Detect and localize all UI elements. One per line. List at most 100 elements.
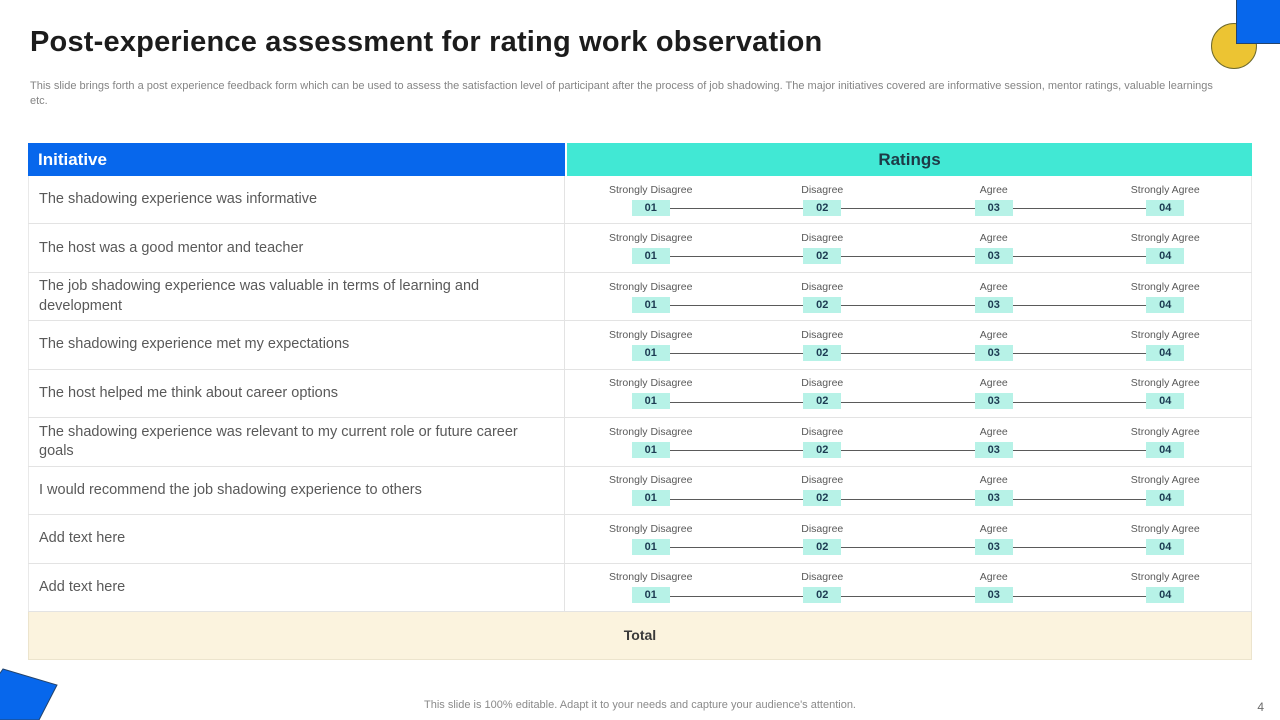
rating-option-label: Agree bbox=[979, 571, 1008, 584]
total-row: Total bbox=[28, 611, 1252, 660]
ratings-cell: Strongly Disagree 01 Disagree 02 Agree 0… bbox=[565, 418, 1252, 466]
rating-option-disagree: Disagree 02 bbox=[737, 176, 909, 223]
initiative-text: The shadowing experience was relevant to… bbox=[39, 423, 518, 459]
initiative-cell: Add text here bbox=[28, 515, 565, 563]
rating-option-strongly-disagree: Strongly Disagree 01 bbox=[565, 467, 737, 514]
rating-option-label: Strongly Disagree bbox=[609, 571, 693, 584]
table-body: The shadowing experience was informative… bbox=[28, 176, 1252, 612]
rating-option-value-badge: 02 bbox=[803, 393, 842, 410]
rating-option-value-badge: 01 bbox=[631, 587, 670, 604]
rating-option-value-badge: 01 bbox=[631, 345, 670, 362]
rating-option-value-badge: 03 bbox=[974, 393, 1013, 410]
table-row: The host was a good mentor and teacher S… bbox=[28, 224, 1252, 273]
table-row: The job shadowing experience was valuabl… bbox=[28, 272, 1252, 322]
rating-option-agree: Agree 03 bbox=[908, 321, 1080, 368]
rating-option-label: Agree bbox=[979, 425, 1008, 438]
rating-option-strongly-disagree: Strongly Disagree 01 bbox=[565, 176, 737, 223]
rating-option-strongly-agree: Strongly Agree 04 bbox=[1080, 564, 1252, 611]
table-row: Add text here Strongly Disagree 01 Disag… bbox=[28, 515, 1252, 564]
rating-option-value-badge: 01 bbox=[631, 393, 670, 410]
rating-option-disagree: Disagree 02 bbox=[737, 564, 909, 611]
table-row: The host helped me think about career op… bbox=[28, 369, 1252, 419]
rating-option-label: Strongly Agree bbox=[1130, 377, 1200, 390]
rating-option-label: Strongly Disagree bbox=[609, 425, 693, 438]
rating-option-value-badge: 03 bbox=[974, 538, 1013, 555]
table-row: The shadowing experience met my expectat… bbox=[28, 321, 1252, 370]
initiative-cell: Add text here bbox=[28, 563, 565, 611]
ratings-cell: Strongly Disagree 01 Disagree 02 Agree 0… bbox=[565, 224, 1252, 272]
rating-option-label: Strongly Disagree bbox=[609, 522, 693, 535]
rating-option-label: Disagree bbox=[801, 425, 844, 438]
rating-option-label: Strongly Disagree bbox=[609, 377, 693, 390]
rating-option-strongly-agree: Strongly Agree 04 bbox=[1080, 224, 1252, 271]
initiative-cell: The shadowing experience met my expectat… bbox=[28, 321, 565, 369]
rating-option-agree: Agree 03 bbox=[908, 224, 1080, 271]
initiative-cell: The shadowing experience was relevant to… bbox=[28, 418, 565, 466]
rating-connector-line bbox=[650, 353, 1166, 355]
rating-option-value-badge: 01 bbox=[631, 538, 670, 555]
ratings-cell: Strongly Disagree 01 Disagree 02 Agree 0… bbox=[565, 369, 1252, 418]
initiative-header: Initiative bbox=[28, 143, 565, 176]
initiative-cell: I would recommend the job shadowing expe… bbox=[28, 466, 565, 515]
rating-option-value-badge: 04 bbox=[1146, 393, 1185, 410]
rating-option-agree: Agree 03 bbox=[908, 418, 1080, 465]
rating-option-value-badge: 03 bbox=[974, 587, 1013, 604]
rating-option-label: Agree bbox=[979, 377, 1008, 390]
rating-connector-line bbox=[650, 547, 1166, 549]
rating-option-value-badge: 01 bbox=[631, 199, 670, 216]
rating-option-value-badge: 03 bbox=[974, 296, 1013, 313]
rating-option-value-badge: 01 bbox=[631, 490, 670, 507]
ratings-cell: Strongly Disagree 01 Disagree 02 Agree 0… bbox=[565, 176, 1252, 224]
rating-option-strongly-disagree: Strongly Disagree 01 bbox=[565, 370, 737, 417]
slide-description: This slide brings forth a post experienc… bbox=[30, 80, 1213, 108]
rating-option-label: Agree bbox=[979, 329, 1008, 342]
rating-option-value-badge: 04 bbox=[1146, 441, 1185, 458]
rating-option-value-badge: 02 bbox=[803, 441, 842, 458]
ratings-cell: Strongly Disagree 01 Disagree 02 Agree 0… bbox=[565, 321, 1252, 369]
table-row: The shadowing experience was relevant to… bbox=[28, 418, 1252, 467]
rating-option-disagree: Disagree 02 bbox=[737, 224, 909, 271]
rating-option-label: Disagree bbox=[801, 522, 844, 535]
rating-option-agree: Agree 03 bbox=[908, 176, 1080, 223]
rating-option-value-badge: 03 bbox=[974, 199, 1013, 216]
ratings-header: Ratings bbox=[567, 143, 1252, 176]
total-label: Total bbox=[623, 627, 657, 644]
initiative-text: The job shadowing experience was valuabl… bbox=[39, 278, 480, 314]
rating-option-label: Disagree bbox=[801, 377, 844, 390]
rating-option-strongly-agree: Strongly Agree 04 bbox=[1080, 176, 1252, 223]
rating-option-label: Strongly Disagree bbox=[609, 329, 693, 342]
rating-option-value-badge: 01 bbox=[631, 441, 670, 458]
rating-option-label: Strongly Disagree bbox=[609, 280, 693, 293]
rating-option-value-badge: 04 bbox=[1146, 587, 1185, 604]
rating-option-strongly-agree: Strongly Agree 04 bbox=[1080, 418, 1252, 465]
rating-option-label: Strongly Agree bbox=[1130, 425, 1200, 438]
rating-option-label: Disagree bbox=[801, 232, 844, 245]
ratings-cell: Strongly Disagree 01 Disagree 02 Agree 0… bbox=[565, 563, 1252, 611]
rating-option-value-badge: 04 bbox=[1146, 248, 1185, 265]
rating-option-label: Strongly Agree bbox=[1130, 474, 1200, 487]
rating-option-label: Strongly Agree bbox=[1130, 571, 1200, 584]
rating-option-strongly-disagree: Strongly Disagree 01 bbox=[565, 273, 737, 320]
initiative-cell: The job shadowing experience was valuabl… bbox=[28, 272, 565, 321]
rating-option-value-badge: 04 bbox=[1146, 490, 1185, 507]
rating-option-label: Agree bbox=[979, 280, 1008, 293]
rating-option-value-badge: 03 bbox=[974, 490, 1013, 507]
rating-option-agree: Agree 03 bbox=[908, 515, 1080, 562]
rating-option-strongly-disagree: Strongly Disagree 01 bbox=[565, 564, 737, 611]
rating-option-label: Disagree bbox=[801, 474, 844, 487]
ratings-cell: Strongly Disagree 01 Disagree 02 Agree 0… bbox=[565, 272, 1252, 321]
initiative-cell: The shadowing experience was informative bbox=[28, 176, 565, 224]
footer-note: This slide is 100% editable. Adapt it to… bbox=[424, 699, 856, 711]
rating-option-value-badge: 04 bbox=[1146, 345, 1185, 362]
rating-option-label: Agree bbox=[979, 183, 1008, 196]
page-number: 4 bbox=[1257, 700, 1264, 714]
table-row: Add text here Strongly Disagree 01 Disag… bbox=[28, 563, 1252, 612]
rating-option-strongly-agree: Strongly Agree 04 bbox=[1080, 273, 1252, 320]
rating-option-value-badge: 03 bbox=[974, 248, 1013, 265]
rating-option-strongly-disagree: Strongly Disagree 01 bbox=[565, 224, 737, 271]
table-row: I would recommend the job shadowing expe… bbox=[28, 466, 1252, 516]
initiative-text: The host was a good mentor and teacher bbox=[39, 239, 304, 256]
rating-option-value-badge: 01 bbox=[631, 248, 670, 265]
rating-option-strongly-agree: Strongly Agree 04 bbox=[1080, 515, 1252, 562]
